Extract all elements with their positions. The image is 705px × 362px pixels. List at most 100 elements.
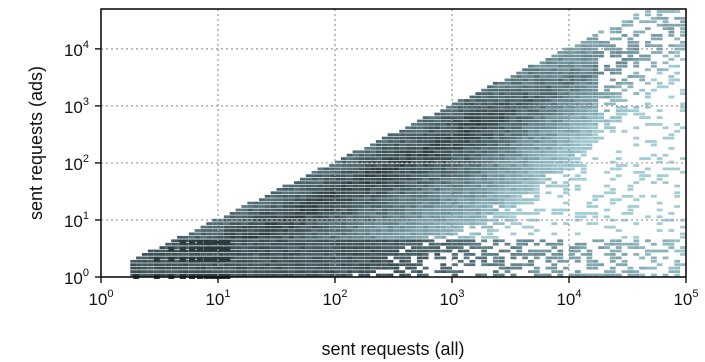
density-cell <box>516 95 523 99</box>
density-cell <box>504 153 511 157</box>
density-cell <box>662 54 669 58</box>
density-cell <box>574 232 581 236</box>
density-cell <box>563 119 569 123</box>
density-cell <box>615 81 622 85</box>
density-cell <box>563 153 569 157</box>
density-cell <box>294 253 300 256</box>
density-cell <box>387 198 394 202</box>
density-cell <box>492 215 499 219</box>
density-cell <box>434 136 441 140</box>
density-cell <box>323 177 330 181</box>
density-cell <box>335 259 341 263</box>
density-cell <box>516 85 523 89</box>
density-cell <box>656 160 663 164</box>
density-cell <box>598 136 605 140</box>
density-cell <box>352 246 359 249</box>
density-cell <box>662 153 669 157</box>
density-cell <box>428 153 435 157</box>
density-cell <box>522 167 528 171</box>
density-cell <box>434 229 441 232</box>
density-cell <box>136 263 142 267</box>
density-cell <box>264 232 271 236</box>
density-cell <box>510 95 517 99</box>
density-cell <box>241 232 248 236</box>
density-cell <box>516 147 523 150</box>
density-cell <box>305 229 312 232</box>
density-cell <box>592 102 599 106</box>
density-cell <box>294 229 300 232</box>
density-cell <box>422 208 429 212</box>
density-cell <box>235 273 242 277</box>
density-cell <box>411 153 417 157</box>
density-cell <box>387 246 394 249</box>
density-cell <box>650 249 657 253</box>
density-cell <box>294 266 300 270</box>
density-cell <box>422 253 429 256</box>
density-cell <box>574 61 581 65</box>
density-cell <box>253 273 259 277</box>
density-cell <box>434 167 441 171</box>
density-cell <box>498 116 505 119</box>
density-cell <box>545 160 552 164</box>
density-cell <box>203 246 210 252</box>
density-cell <box>434 249 441 253</box>
density-cell <box>340 212 347 215</box>
density-cell <box>165 249 172 253</box>
density-cell <box>434 157 441 160</box>
density-cell <box>504 208 511 212</box>
density-cell <box>563 58 569 61</box>
density-cell <box>674 129 681 133</box>
density-cell <box>329 208 335 212</box>
density-cell <box>633 270 640 273</box>
density-cell <box>539 105 546 109</box>
density-cell <box>247 259 254 263</box>
density-cell <box>574 136 581 140</box>
density-cell <box>469 184 476 188</box>
density-cell <box>399 222 406 225</box>
density-cell <box>440 150 447 154</box>
density-cell <box>627 205 634 208</box>
density-cell <box>364 177 371 181</box>
density-cell <box>381 225 388 229</box>
density-cell <box>264 222 271 225</box>
density-cell <box>399 184 406 188</box>
density-cell <box>633 205 640 208</box>
density-cell <box>481 99 488 102</box>
density-cell <box>545 191 552 195</box>
density-cell <box>229 266 236 270</box>
density-cell <box>522 157 528 160</box>
density-cell <box>247 246 254 249</box>
density-cell <box>633 143 640 147</box>
density-cell <box>574 133 581 137</box>
density-cell <box>241 263 248 267</box>
density-cell <box>475 95 482 99</box>
density-cell <box>563 143 569 147</box>
density-cell <box>498 170 505 174</box>
density-cell <box>510 75 517 78</box>
density-cell <box>259 232 265 236</box>
density-cell <box>188 235 195 239</box>
density-cell <box>370 205 376 208</box>
density-cell <box>516 181 523 184</box>
density-cell <box>574 105 581 109</box>
density-cell <box>615 157 622 160</box>
density-cell <box>375 205 382 208</box>
density-cell <box>463 164 470 167</box>
density-cell <box>346 177 353 181</box>
density-cell <box>358 270 365 273</box>
density-cell <box>650 259 657 263</box>
density-cell <box>311 174 318 178</box>
density-cell <box>387 205 394 208</box>
density-cell <box>340 181 347 184</box>
density-cell <box>411 218 417 222</box>
density-cell <box>463 249 470 253</box>
density-cell <box>539 174 546 178</box>
density-cell <box>270 242 277 246</box>
density-cell <box>586 92 593 95</box>
density-cell <box>551 184 558 188</box>
density-cell <box>569 133 575 137</box>
density-cell <box>592 205 599 208</box>
density-cell <box>498 157 505 160</box>
density-cell <box>317 263 324 267</box>
density-cell <box>224 256 231 262</box>
